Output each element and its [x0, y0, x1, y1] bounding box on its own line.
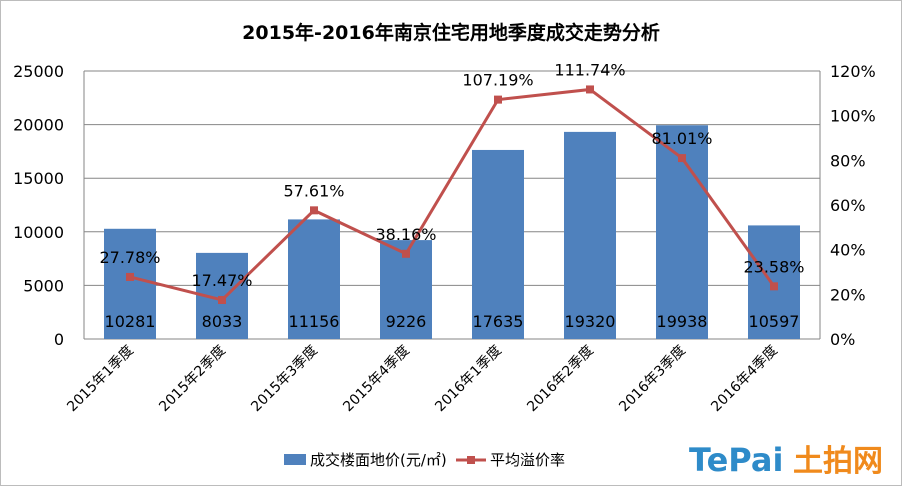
- bar: [104, 228, 156, 339]
- category-label: 2015年2季度: [156, 343, 229, 416]
- right-axis-tick-label: 80%: [830, 151, 866, 170]
- bar-value-label: 8033: [202, 312, 243, 331]
- line-value-label: 17.47%: [191, 271, 252, 290]
- category-label: 2016年4季度: [708, 343, 781, 416]
- premium-rate-line: [129, 87, 776, 302]
- line-marker: [678, 154, 686, 163]
- right-axis-tick-label: 20%: [830, 285, 866, 304]
- logo-latin: TePai: [689, 441, 783, 479]
- line-value-label: 111.74%: [554, 60, 625, 79]
- bar-value-label: 10281: [105, 312, 156, 331]
- legend-swatch-bar: [284, 454, 306, 465]
- category-label: 2015年1季度: [64, 343, 137, 416]
- legend-marker: [467, 456, 475, 464]
- category-label: 2015年4季度: [340, 343, 413, 416]
- line-value-label: 27.78%: [99, 248, 160, 267]
- category-label: 2016年3季度: [616, 343, 689, 416]
- line-value-label: 23.58%: [743, 257, 804, 276]
- category-label: 2015年3季度: [248, 343, 321, 416]
- category-label: 2016年1季度: [432, 343, 505, 416]
- right-axis-tick-label: 0%: [830, 330, 855, 349]
- bar-value-label: 17635: [473, 312, 524, 331]
- line-value-label: 57.61%: [283, 181, 344, 200]
- legend-label-bar: 成交楼面地价(元/㎡): [310, 451, 447, 469]
- line-marker: [310, 206, 318, 215]
- line-value-label: 81.01%: [651, 129, 712, 148]
- right-axis-tick-label: 120%: [830, 62, 876, 81]
- bar: [288, 219, 340, 339]
- left-axis-tick-label: 15000: [13, 169, 64, 188]
- bar-value-label: 19938: [657, 312, 708, 331]
- bar-value-label: 9226: [386, 312, 427, 331]
- bar-value-label: 10597: [749, 312, 800, 331]
- category-label: 2016年2季度: [524, 343, 597, 416]
- right-axis-tick-label: 40%: [830, 241, 866, 260]
- left-axis-tick-label: 10000: [13, 223, 64, 242]
- logo-cn: 土拍网: [793, 444, 883, 479]
- bar-value-label: 11156: [289, 312, 340, 331]
- left-axis-tick-label: 20000: [13, 116, 64, 135]
- line-marker: [126, 272, 134, 281]
- left-axis-tick-label: 25000: [13, 62, 64, 81]
- line-marker: [402, 249, 410, 258]
- chart-title: 2015年-2016年南京住宅用地季度成交走势分析: [242, 21, 660, 44]
- line-marker: [770, 282, 778, 291]
- line-value-label: 107.19%: [462, 71, 533, 90]
- line-value-label: 38.16%: [375, 225, 436, 244]
- legend-label-line: 平均溢价率: [490, 451, 565, 469]
- line-marker: [494, 95, 502, 104]
- bar-value-label: 19320: [565, 312, 616, 331]
- bar: [748, 225, 800, 339]
- bar: [472, 149, 524, 339]
- right-axis-tick-label: 100%: [830, 107, 876, 126]
- left-axis-tick-label: 5000: [23, 276, 64, 295]
- bar: [564, 131, 616, 339]
- line-marker: [586, 85, 594, 94]
- right-axis-tick-label: 60%: [830, 196, 866, 215]
- tepai-logo: TePai 土拍网: [689, 441, 883, 479]
- line-marker: [218, 295, 226, 304]
- left-axis-tick-label: 0: [54, 330, 64, 349]
- legend: 成交楼面地价(元/㎡) 平均溢价率: [284, 451, 565, 469]
